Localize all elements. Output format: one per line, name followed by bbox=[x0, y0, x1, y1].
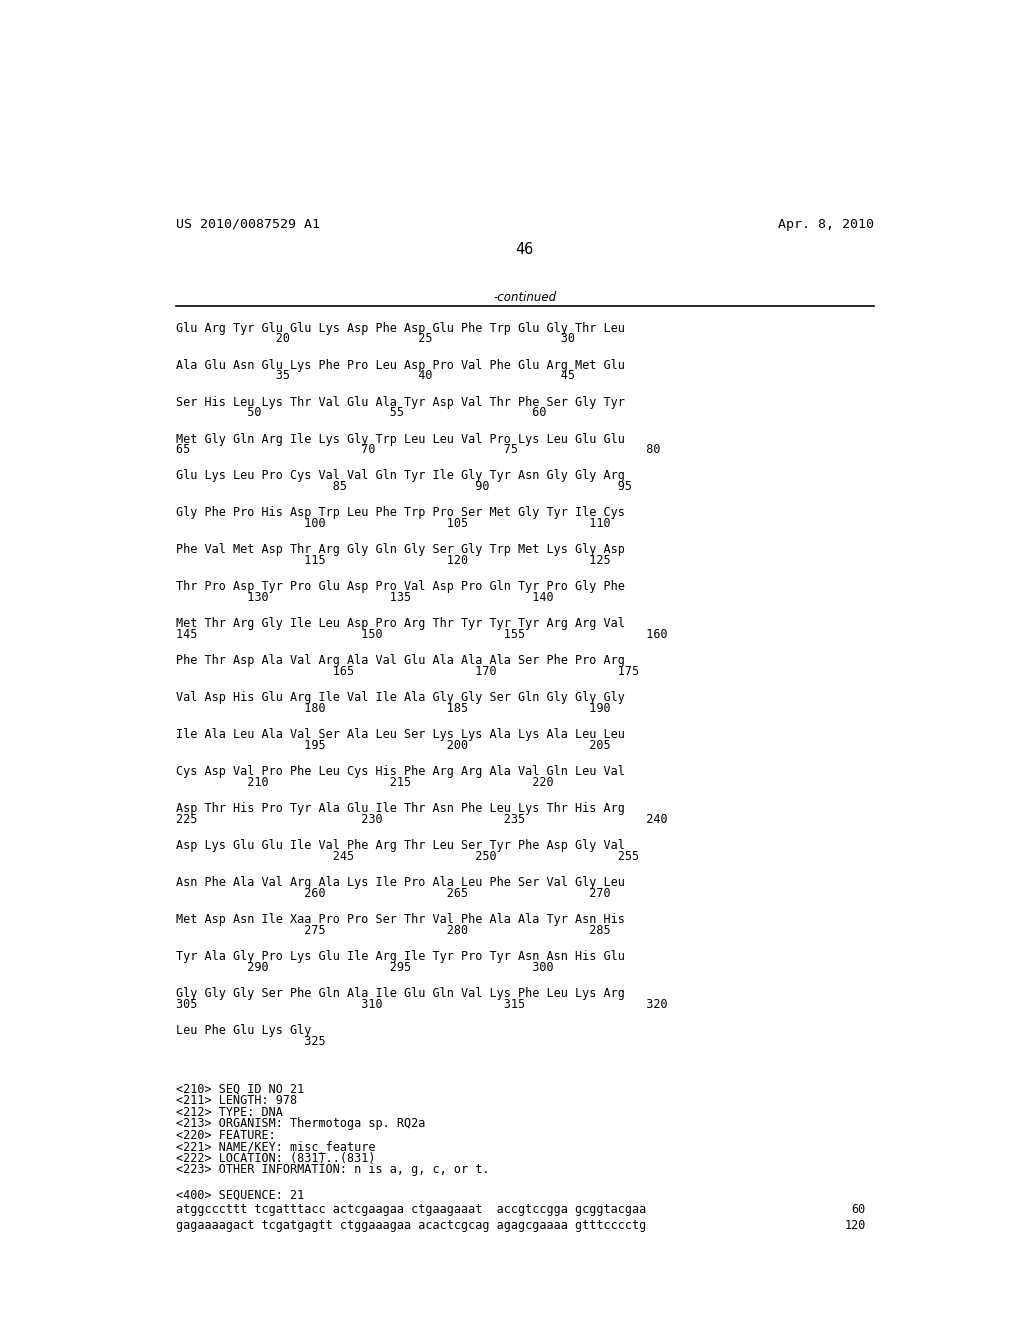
Text: Ala Glu Asn Glu Lys Phe Pro Leu Asp Pro Val Phe Glu Arg Met Glu: Ala Glu Asn Glu Lys Phe Pro Leu Asp Pro … bbox=[176, 359, 625, 372]
Text: <212> TYPE: DNA: <212> TYPE: DNA bbox=[176, 1106, 283, 1118]
Text: Glu Arg Tyr Glu Glu Lys Asp Phe Asp Glu Phe Trp Glu Gly Thr Leu: Glu Arg Tyr Glu Glu Lys Asp Phe Asp Glu … bbox=[176, 322, 625, 335]
Text: 225                       230                 235                 240: 225 230 235 240 bbox=[176, 813, 668, 826]
Text: Ser His Leu Lys Thr Val Glu Ala Tyr Asp Val Thr Phe Ser Gly Tyr: Ser His Leu Lys Thr Val Glu Ala Tyr Asp … bbox=[176, 396, 625, 409]
Text: 165                 170                 175: 165 170 175 bbox=[176, 665, 639, 678]
Text: atggcccttt tcgatttacc actcgaagaa ctgaagaaat  accgtccgga gcggtacgaa: atggcccttt tcgatttacc actcgaagaa ctgaaga… bbox=[176, 1203, 646, 1216]
Text: Gly Gly Gly Ser Phe Gln Ala Ile Glu Gln Val Lys Phe Leu Lys Arg: Gly Gly Gly Ser Phe Gln Ala Ile Glu Gln … bbox=[176, 987, 625, 1001]
Text: Tyr Ala Gly Pro Lys Glu Ile Arg Ile Tyr Pro Tyr Asn Asn His Glu: Tyr Ala Gly Pro Lys Glu Ile Arg Ile Tyr … bbox=[176, 950, 625, 964]
Text: <221> NAME/KEY: misc_feature: <221> NAME/KEY: misc_feature bbox=[176, 1140, 376, 1154]
Text: 325: 325 bbox=[176, 1035, 326, 1048]
Text: Leu Phe Glu Lys Gly: Leu Phe Glu Lys Gly bbox=[176, 1024, 311, 1038]
Text: <213> ORGANISM: Thermotoga sp. RQ2a: <213> ORGANISM: Thermotoga sp. RQ2a bbox=[176, 1117, 425, 1130]
Text: <220> FEATURE:: <220> FEATURE: bbox=[176, 1129, 275, 1142]
Text: 100                 105                 110: 100 105 110 bbox=[176, 517, 610, 531]
Text: 35                  40                  45: 35 40 45 bbox=[176, 370, 575, 383]
Text: 210                 215                 220: 210 215 220 bbox=[176, 776, 554, 789]
Text: 290                 295                 300: 290 295 300 bbox=[176, 961, 554, 974]
Text: 115                 120                 125: 115 120 125 bbox=[176, 554, 610, 568]
Text: 20                  25                  30: 20 25 30 bbox=[176, 333, 575, 346]
Text: Val Asp His Glu Arg Ile Val Ile Ala Gly Gly Ser Gln Gly Gly Gly: Val Asp His Glu Arg Ile Val Ile Ala Gly … bbox=[176, 692, 625, 705]
Text: Phe Thr Asp Ala Val Arg Ala Val Glu Ala Ala Ala Ser Phe Pro Arg: Phe Thr Asp Ala Val Arg Ala Val Glu Ala … bbox=[176, 655, 625, 668]
Text: Asp Thr His Pro Tyr Ala Glu Ile Thr Asn Phe Leu Lys Thr His Arg: Asp Thr His Pro Tyr Ala Glu Ile Thr Asn … bbox=[176, 803, 625, 816]
Text: 260                 265                 270: 260 265 270 bbox=[176, 887, 610, 900]
Text: Glu Lys Leu Pro Cys Val Val Gln Tyr Ile Gly Tyr Asn Gly Gly Arg: Glu Lys Leu Pro Cys Val Val Gln Tyr Ile … bbox=[176, 470, 625, 483]
Text: gagaaaagact tcgatgagtt ctggaaagaa acactcgcag agagcgaaaa gtttcccctg: gagaaaagact tcgatgagtt ctggaaagaa acactc… bbox=[176, 1220, 646, 1233]
Text: 245                 250                 255: 245 250 255 bbox=[176, 850, 639, 863]
Text: 85                  90                  95: 85 90 95 bbox=[176, 480, 632, 494]
Text: <222> LOCATION: (831)..(831): <222> LOCATION: (831)..(831) bbox=[176, 1151, 376, 1164]
Text: <223> OTHER INFORMATION: n is a, g, c, or t.: <223> OTHER INFORMATION: n is a, g, c, o… bbox=[176, 1163, 489, 1176]
Text: 305                       310                 315                 320: 305 310 315 320 bbox=[176, 998, 668, 1011]
Text: Asn Phe Ala Val Arg Ala Lys Ile Pro Ala Leu Phe Ser Val Gly Leu: Asn Phe Ala Val Arg Ala Lys Ile Pro Ala … bbox=[176, 876, 625, 890]
Text: <210> SEQ ID NO 21: <210> SEQ ID NO 21 bbox=[176, 1082, 304, 1096]
Text: Met Thr Arg Gly Ile Leu Asp Pro Arg Thr Tyr Tyr Tyr Arg Arg Val: Met Thr Arg Gly Ile Leu Asp Pro Arg Thr … bbox=[176, 618, 625, 631]
Text: -continued: -continued bbox=[494, 290, 556, 304]
Text: Met Gly Gln Arg Ile Lys Gly Trp Leu Leu Val Pro Lys Leu Glu Glu: Met Gly Gln Arg Ile Lys Gly Trp Leu Leu … bbox=[176, 433, 625, 446]
Text: 130                 135                 140: 130 135 140 bbox=[176, 591, 554, 605]
Text: Cys Asp Val Pro Phe Leu Cys His Phe Arg Arg Ala Val Gln Leu Val: Cys Asp Val Pro Phe Leu Cys His Phe Arg … bbox=[176, 766, 625, 779]
Text: 180                 185                 190: 180 185 190 bbox=[176, 702, 610, 715]
Text: Thr Pro Asp Tyr Pro Glu Asp Pro Val Asp Pro Gln Tyr Pro Gly Phe: Thr Pro Asp Tyr Pro Glu Asp Pro Val Asp … bbox=[176, 581, 625, 594]
Text: 50                  55                  60: 50 55 60 bbox=[176, 407, 547, 420]
Text: 65                        70                  75                  80: 65 70 75 80 bbox=[176, 444, 660, 457]
Text: Met Asp Asn Ile Xaa Pro Pro Ser Thr Val Phe Ala Ala Tyr Asn His: Met Asp Asn Ile Xaa Pro Pro Ser Thr Val … bbox=[176, 913, 625, 927]
Text: <400> SEQUENCE: 21: <400> SEQUENCE: 21 bbox=[176, 1188, 304, 1201]
Text: 60: 60 bbox=[852, 1203, 866, 1216]
Text: 120: 120 bbox=[845, 1220, 866, 1233]
Text: 46: 46 bbox=[516, 242, 534, 256]
Text: Asp Lys Glu Glu Ile Val Phe Arg Thr Leu Ser Tyr Phe Asp Gly Val: Asp Lys Glu Glu Ile Val Phe Arg Thr Leu … bbox=[176, 840, 625, 853]
Text: Apr. 8, 2010: Apr. 8, 2010 bbox=[777, 218, 873, 231]
Text: Phe Val Met Asp Thr Arg Gly Gln Gly Ser Gly Trp Met Lys Gly Asp: Phe Val Met Asp Thr Arg Gly Gln Gly Ser … bbox=[176, 544, 625, 557]
Text: <211> LENGTH: 978: <211> LENGTH: 978 bbox=[176, 1094, 297, 1107]
Text: Gly Phe Pro His Asp Trp Leu Phe Trp Pro Ser Met Gly Tyr Ile Cys: Gly Phe Pro His Asp Trp Leu Phe Trp Pro … bbox=[176, 507, 625, 520]
Text: US 2010/0087529 A1: US 2010/0087529 A1 bbox=[176, 218, 321, 231]
Text: Ile Ala Leu Ala Val Ser Ala Leu Ser Lys Lys Ala Lys Ala Leu Leu: Ile Ala Leu Ala Val Ser Ala Leu Ser Lys … bbox=[176, 729, 625, 742]
Text: 145                       150                 155                 160: 145 150 155 160 bbox=[176, 628, 668, 642]
Text: 195                 200                 205: 195 200 205 bbox=[176, 739, 610, 752]
Text: 275                 280                 285: 275 280 285 bbox=[176, 924, 610, 937]
